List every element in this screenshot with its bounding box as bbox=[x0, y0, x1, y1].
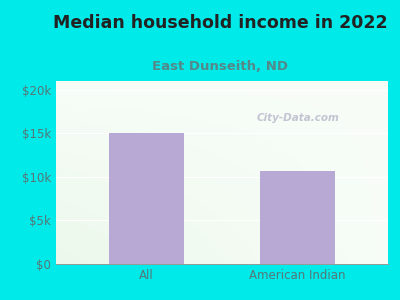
Text: City-Data.com: City-Data.com bbox=[257, 112, 340, 123]
Text: Median household income in 2022: Median household income in 2022 bbox=[53, 14, 387, 32]
Text: East Dunseith, ND: East Dunseith, ND bbox=[152, 60, 288, 73]
Bar bbox=[109, 133, 184, 264]
Bar bbox=[260, 171, 335, 264]
